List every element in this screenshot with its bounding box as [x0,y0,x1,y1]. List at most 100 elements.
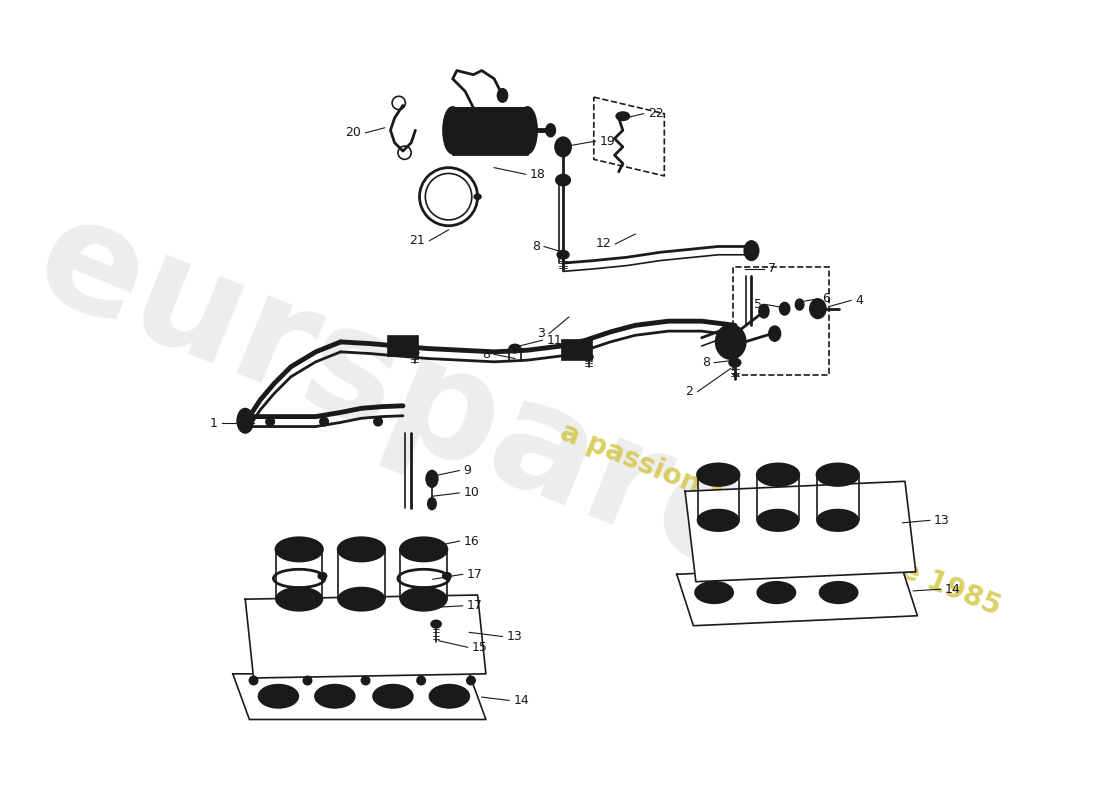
Text: 12: 12 [595,238,612,250]
Ellipse shape [820,582,858,603]
Text: 1: 1 [210,417,218,430]
Text: 6: 6 [822,292,829,306]
Ellipse shape [811,299,825,318]
Ellipse shape [410,350,419,356]
Ellipse shape [695,582,734,603]
Text: eurspares: eurspares [15,183,870,644]
Ellipse shape [702,512,735,529]
Ellipse shape [280,540,318,558]
Ellipse shape [822,512,855,529]
Text: 4: 4 [855,294,864,307]
Text: 17: 17 [466,568,483,581]
Ellipse shape [556,138,571,156]
Text: 7: 7 [768,262,777,275]
Ellipse shape [697,510,739,531]
Ellipse shape [817,464,858,486]
Ellipse shape [716,326,745,358]
Ellipse shape [238,409,253,432]
Ellipse shape [280,590,318,608]
Ellipse shape [406,540,442,558]
Ellipse shape [757,582,795,603]
Ellipse shape [406,590,442,608]
Text: 11: 11 [547,334,562,346]
Ellipse shape [509,344,520,353]
Ellipse shape [558,250,569,259]
Ellipse shape [769,326,781,341]
Ellipse shape [518,107,537,153]
Ellipse shape [338,587,385,610]
Text: 15: 15 [472,641,487,654]
Text: 16: 16 [463,534,480,547]
Text: 8: 8 [531,240,540,253]
Ellipse shape [338,538,385,561]
Ellipse shape [616,112,629,120]
Ellipse shape [431,620,441,628]
Circle shape [362,676,370,685]
Ellipse shape [343,590,379,608]
Text: 3: 3 [537,327,544,340]
Ellipse shape [795,299,804,310]
Ellipse shape [258,685,298,708]
Text: 19: 19 [600,134,615,147]
Ellipse shape [822,466,855,483]
Ellipse shape [817,510,858,531]
Ellipse shape [761,466,794,483]
Text: 10: 10 [463,486,480,499]
Ellipse shape [761,512,794,529]
Polygon shape [685,482,916,582]
Ellipse shape [729,358,740,367]
Text: 8: 8 [702,356,710,369]
Text: a passion for parts since 1985: a passion for parts since 1985 [557,418,1005,621]
Bar [388,336,418,356]
Ellipse shape [524,126,531,134]
Polygon shape [676,564,917,626]
Text: 20: 20 [345,126,362,139]
Circle shape [466,676,475,685]
Ellipse shape [547,125,554,136]
Ellipse shape [759,305,769,318]
Ellipse shape [443,107,462,153]
Text: 21: 21 [409,234,426,247]
Ellipse shape [429,685,470,708]
Circle shape [266,418,274,426]
Text: 13: 13 [934,514,949,527]
Ellipse shape [343,540,379,558]
Ellipse shape [373,685,412,708]
Bar [562,340,592,360]
Ellipse shape [400,587,447,610]
Ellipse shape [757,464,799,486]
Ellipse shape [442,573,451,579]
Text: 14: 14 [945,582,960,596]
Text: 9: 9 [463,464,472,477]
Polygon shape [245,595,486,678]
Text: 17: 17 [466,599,483,612]
Text: 14: 14 [514,694,529,707]
Circle shape [250,676,257,685]
Ellipse shape [426,470,438,487]
Ellipse shape [585,354,593,360]
Ellipse shape [557,175,570,185]
Circle shape [374,418,382,426]
Ellipse shape [702,466,735,483]
Ellipse shape [780,302,790,315]
Ellipse shape [474,194,481,199]
Ellipse shape [428,498,436,510]
Text: 5: 5 [755,298,762,311]
Ellipse shape [697,464,739,486]
Bar [734,267,828,375]
Text: 18: 18 [530,168,546,181]
Text: 8: 8 [482,348,491,361]
Ellipse shape [497,89,507,102]
Bar [453,108,527,154]
Circle shape [417,676,426,685]
Text: 22: 22 [648,107,663,120]
Ellipse shape [315,685,355,708]
Circle shape [320,418,328,426]
Polygon shape [233,674,486,719]
Text: 2: 2 [685,386,693,398]
Ellipse shape [276,587,322,610]
Ellipse shape [276,538,322,561]
Ellipse shape [400,538,447,561]
Text: 13: 13 [507,630,522,643]
Ellipse shape [318,573,327,579]
